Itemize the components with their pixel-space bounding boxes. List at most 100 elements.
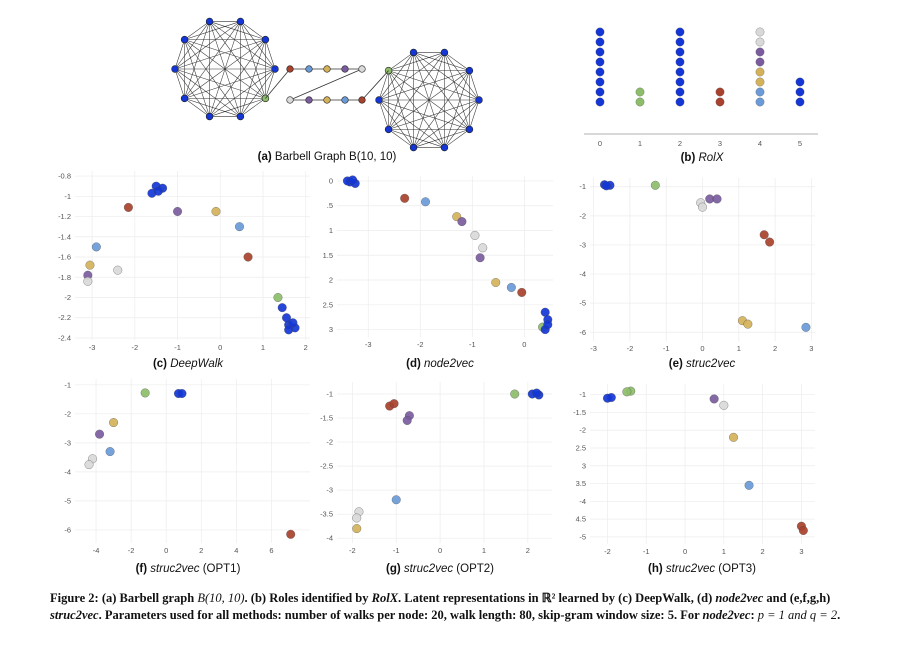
embedding-point	[348, 175, 358, 185]
embedding-point	[517, 287, 527, 297]
y-tick-label: -2.5	[320, 462, 333, 471]
y-tick-label: -5	[64, 496, 71, 505]
embedding-point	[491, 278, 501, 287]
y-tick-label: -2	[326, 438, 333, 447]
subcaption-g: (g) struc2vec (OPT2)	[386, 563, 494, 575]
y-tick-label: 1	[329, 226, 333, 235]
rolx-node-dot	[755, 27, 765, 37]
left-clique-edge	[174, 21, 210, 70]
path-edge	[289, 68, 363, 101]
left-clique-node	[205, 112, 214, 121]
rolx-chart: 0 1 2 3 4 5	[584, 27, 818, 148]
right-clique-edge	[413, 52, 480, 101]
right-clique-edge	[388, 52, 414, 130]
y-tick-label: -4	[579, 270, 586, 279]
embedding-point	[402, 415, 412, 425]
rolx-node-dot	[595, 37, 605, 47]
path-edge	[361, 70, 389, 101]
x-tick-label: -1	[469, 340, 476, 349]
left-clique-edge	[184, 21, 210, 99]
y-tick-label: -1.8	[58, 273, 71, 282]
embedding-point	[478, 243, 488, 253]
embedding-point	[743, 319, 753, 329]
embedding-point	[177, 389, 187, 398]
left-clique-node	[171, 65, 179, 73]
y-tick-label: 4.5	[576, 515, 586, 524]
left-clique-node	[205, 17, 214, 26]
left-clique-edge	[174, 68, 266, 99]
path-node	[305, 65, 313, 73]
y-tick-label: 2	[329, 276, 333, 285]
embedding-point	[543, 320, 553, 330]
left-clique-edge	[174, 39, 185, 70]
embedding-point	[400, 193, 410, 203]
y-tick-label: -6	[64, 525, 71, 534]
subcaption-c: (c) DeepWalk	[153, 358, 224, 370]
x-tick-label: -1	[393, 546, 400, 555]
left-clique-node	[180, 35, 189, 44]
embedding-point	[273, 293, 283, 302]
left-clique-edge	[184, 98, 241, 117]
right-clique-node	[465, 125, 474, 134]
x-tick-label: 2	[304, 343, 308, 352]
x-tick-label: -3	[89, 343, 96, 352]
x-tick-label: 0	[700, 344, 704, 353]
rolx-node-dot	[595, 47, 605, 57]
rolx-node-dot	[675, 97, 685, 107]
embedding-point	[95, 429, 105, 439]
subcaption-b: (b) RolX	[681, 152, 725, 164]
embedding-point	[391, 495, 401, 505]
right-clique-edge	[388, 129, 445, 148]
y-tick-label: 3	[582, 461, 586, 470]
embedding-point	[243, 252, 253, 262]
y-tick-label: -5	[579, 299, 586, 308]
struc2vec-opt2-chart: -2 -1 0 1 2 -1 -1.5 -2 -2.5 -3 -3.5 -4	[320, 382, 552, 555]
embedding-point	[606, 393, 616, 402]
x-tick-label: 2	[526, 546, 530, 555]
x-tick-label: 1	[737, 344, 741, 353]
y-tick-label: 2.5	[323, 300, 333, 309]
right-clique-edge	[388, 70, 414, 148]
embedding-point	[277, 303, 287, 313]
struc2vec-opt3-chart: -2 -1 0 1 2 3 -1 -1.5 -2 2.5 3 3.5 -4 4.5 -5	[573, 384, 815, 556]
left-clique-edge	[209, 68, 276, 117]
x-tick-label: 6	[269, 546, 273, 555]
y-tick-label: -2.2	[58, 313, 71, 322]
left-clique-edge	[240, 98, 266, 117]
embedding-point	[85, 260, 95, 270]
embedding-point	[83, 276, 93, 286]
path-node	[286, 65, 294, 73]
y-tick-label: 2.5	[576, 444, 586, 453]
rolx-node-dot	[675, 47, 685, 57]
right-clique-edge	[444, 52, 470, 71]
plot-area	[590, 384, 815, 544]
y-tick-label: -3	[579, 240, 586, 249]
left-clique-node	[236, 17, 245, 26]
y-tick-label: -4	[579, 497, 586, 506]
left-clique-node	[261, 35, 270, 44]
left-clique-edge	[174, 21, 241, 70]
y-tick-label: -4	[326, 534, 333, 543]
left-clique-edge	[184, 39, 241, 117]
barbell-graph	[171, 17, 483, 152]
y-tick-label: -1	[64, 380, 71, 389]
right-clique-node	[384, 125, 393, 134]
path-node	[323, 65, 331, 73]
rolx-node-dot	[675, 67, 685, 77]
rolx-node-dot	[595, 67, 605, 77]
rolx-node-dot	[755, 77, 765, 87]
x-tick-label: -3	[365, 340, 372, 349]
x-tick-label: 1	[261, 343, 265, 352]
x-tick-label: 2	[199, 546, 203, 555]
left-clique-edge	[174, 68, 185, 99]
x-tick-label: 0	[683, 547, 687, 556]
x-tick-label: -2	[604, 547, 611, 556]
y-tick-label: -6	[579, 328, 586, 337]
embedding-point	[765, 237, 775, 247]
x-tick-label: 1	[722, 547, 726, 556]
x-tick-label: 0	[218, 343, 222, 352]
path-node	[341, 96, 349, 104]
subcaption-e: (e) struc2vec	[669, 358, 736, 370]
y-tick-label: -1.5	[320, 414, 333, 423]
rolx-node-dot	[795, 77, 805, 87]
